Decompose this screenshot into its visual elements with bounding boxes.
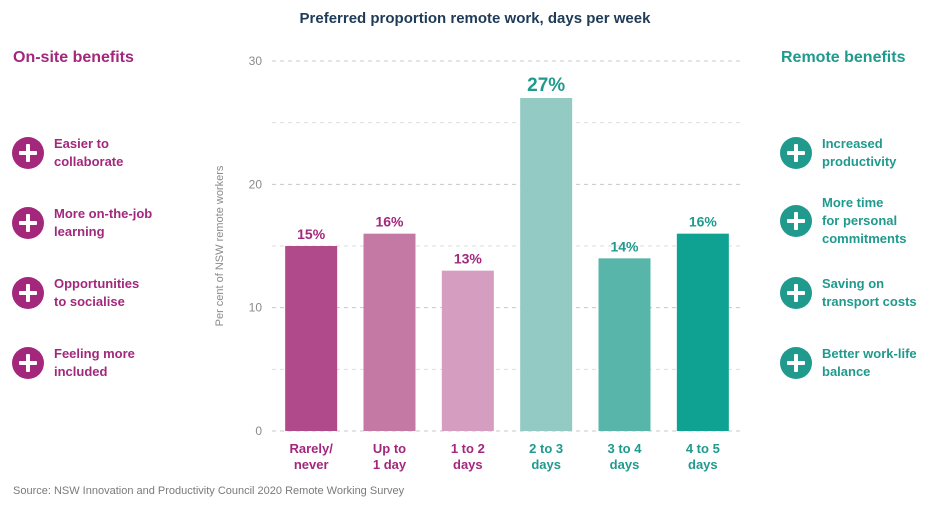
benefit-text: More time <box>822 195 884 210</box>
x-category-label: 1 to 2 <box>451 441 485 456</box>
plus-circle-icon <box>780 277 812 309</box>
x-category-label: days <box>453 457 483 472</box>
y-tick-label: 10 <box>249 301 263 315</box>
y-tick-label: 0 <box>255 424 262 438</box>
benefit-text: Easier to <box>54 136 109 151</box>
source-note: Source: NSW Innovation and Productivity … <box>13 485 405 497</box>
x-category-label: 3 to 4 <box>608 441 643 456</box>
benefit-text: to socialise <box>54 294 125 309</box>
plus-circle-icon <box>12 137 44 169</box>
benefit-text: collaborate <box>54 154 124 169</box>
bar-value-label: 13% <box>454 251 483 267</box>
bar-value-label: 14% <box>610 238 639 254</box>
benefit-text: Opportunities <box>54 276 140 291</box>
onsite-benefit-learning: More on-the-job learning <box>12 205 152 241</box>
bar-value-label: 15% <box>297 226 326 242</box>
plus-circle-icon <box>780 137 812 169</box>
bar <box>441 270 494 431</box>
plus-circle-icon <box>12 277 44 309</box>
plus-circle-icon <box>12 347 44 379</box>
benefit-text: balance <box>822 364 871 379</box>
bar-value-label: 16% <box>375 214 404 230</box>
bar <box>363 233 416 431</box>
benefit-text: transport costs <box>822 294 917 309</box>
benefit-text: Better work-life <box>822 346 917 361</box>
remote-benefit-personal-time: More time for personal commitments <box>780 194 907 248</box>
onsite-benefit-socialise: Opportunities to socialise <box>12 275 139 311</box>
bar <box>520 98 573 431</box>
onsite-benefits-heading: On-site benefits <box>13 49 134 66</box>
benefit-text: More on-the-job <box>54 206 153 221</box>
bar <box>676 233 729 431</box>
plus-circle-icon <box>780 205 812 237</box>
bar <box>285 246 338 431</box>
remote-benefit-productivity: Increased productivity <box>780 135 896 171</box>
x-category-label: 2 to 3 <box>529 441 563 456</box>
x-category-label: days <box>531 457 561 472</box>
x-category-label: Up to <box>373 441 406 456</box>
remote-benefits-heading: Remote benefits <box>781 49 906 66</box>
bar-value-label: 27% <box>527 75 565 96</box>
x-category-label: never <box>294 457 329 472</box>
onsite-benefit-collaborate: Easier to collaborate <box>12 135 123 171</box>
bar-value-label: 16% <box>689 214 718 230</box>
onsite-benefit-included: Feeling more included <box>12 345 135 381</box>
benefit-text: Feeling more <box>54 346 135 361</box>
x-category-label: 4 to 5 <box>686 441 720 456</box>
bar <box>598 258 651 431</box>
benefit-text: for personal <box>822 213 898 228</box>
benefit-text: Saving on <box>822 276 885 291</box>
benefit-text: commitments <box>822 231 907 246</box>
benefit-text: productivity <box>822 154 897 169</box>
y-axis-label: Per cent of NSW remote workers <box>214 165 226 326</box>
x-category-label: Rarely/ <box>289 441 333 456</box>
x-category-label: days <box>688 457 718 472</box>
plus-circle-icon <box>780 347 812 379</box>
y-tick-label: 30 <box>249 54 263 68</box>
chart-title: Preferred proportion remote work, days p… <box>299 10 651 27</box>
benefit-text: Increased <box>822 136 883 151</box>
benefit-text: included <box>54 364 108 379</box>
x-category-label: days <box>610 457 640 472</box>
remote-benefit-transport: Saving on transport costs <box>780 275 917 311</box>
y-tick-label: 20 <box>249 177 263 191</box>
benefit-text: learning <box>54 224 105 239</box>
remote-benefit-work-life: Better work-life balance <box>780 345 917 381</box>
x-category-label: 1 day <box>373 457 407 472</box>
plus-circle-icon <box>12 207 44 239</box>
